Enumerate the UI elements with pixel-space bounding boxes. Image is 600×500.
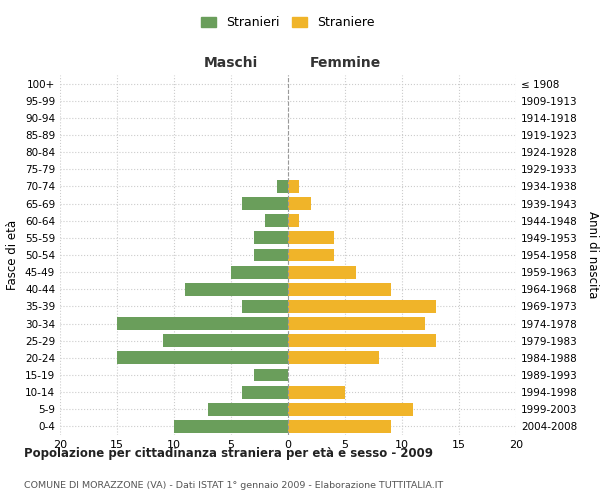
Bar [242,300,288,313]
Bar [254,368,288,382]
Bar [288,214,299,227]
Bar [288,197,311,210]
Text: Maschi: Maschi [204,56,258,70]
Text: Femmine: Femmine [310,56,380,70]
Y-axis label: Anni di nascita: Anni di nascita [586,212,599,298]
Bar [174,420,288,433]
Bar [185,283,288,296]
Bar [288,283,391,296]
Bar [288,248,334,262]
Bar [288,334,436,347]
Bar [288,403,413,415]
Bar [242,197,288,210]
Y-axis label: Fasce di età: Fasce di età [7,220,19,290]
Text: Popolazione per cittadinanza straniera per età e sesso - 2009: Popolazione per cittadinanza straniera p… [24,448,433,460]
Bar [163,334,288,347]
Bar [288,317,425,330]
Bar [288,352,379,364]
Bar [117,352,288,364]
Bar [277,180,288,193]
Legend: Stranieri, Straniere: Stranieri, Straniere [196,11,380,34]
Bar [208,403,288,415]
Bar [242,386,288,398]
Bar [288,232,334,244]
Bar [254,248,288,262]
Bar [117,317,288,330]
Bar [265,214,288,227]
Bar [254,232,288,244]
Text: COMUNE DI MORAZZONE (VA) - Dati ISTAT 1° gennaio 2009 - Elaborazione TUTTITALIA.: COMUNE DI MORAZZONE (VA) - Dati ISTAT 1°… [24,480,443,490]
Bar [288,300,436,313]
Bar [288,420,391,433]
Bar [231,266,288,278]
Bar [288,386,345,398]
Bar [288,180,299,193]
Bar [288,266,356,278]
